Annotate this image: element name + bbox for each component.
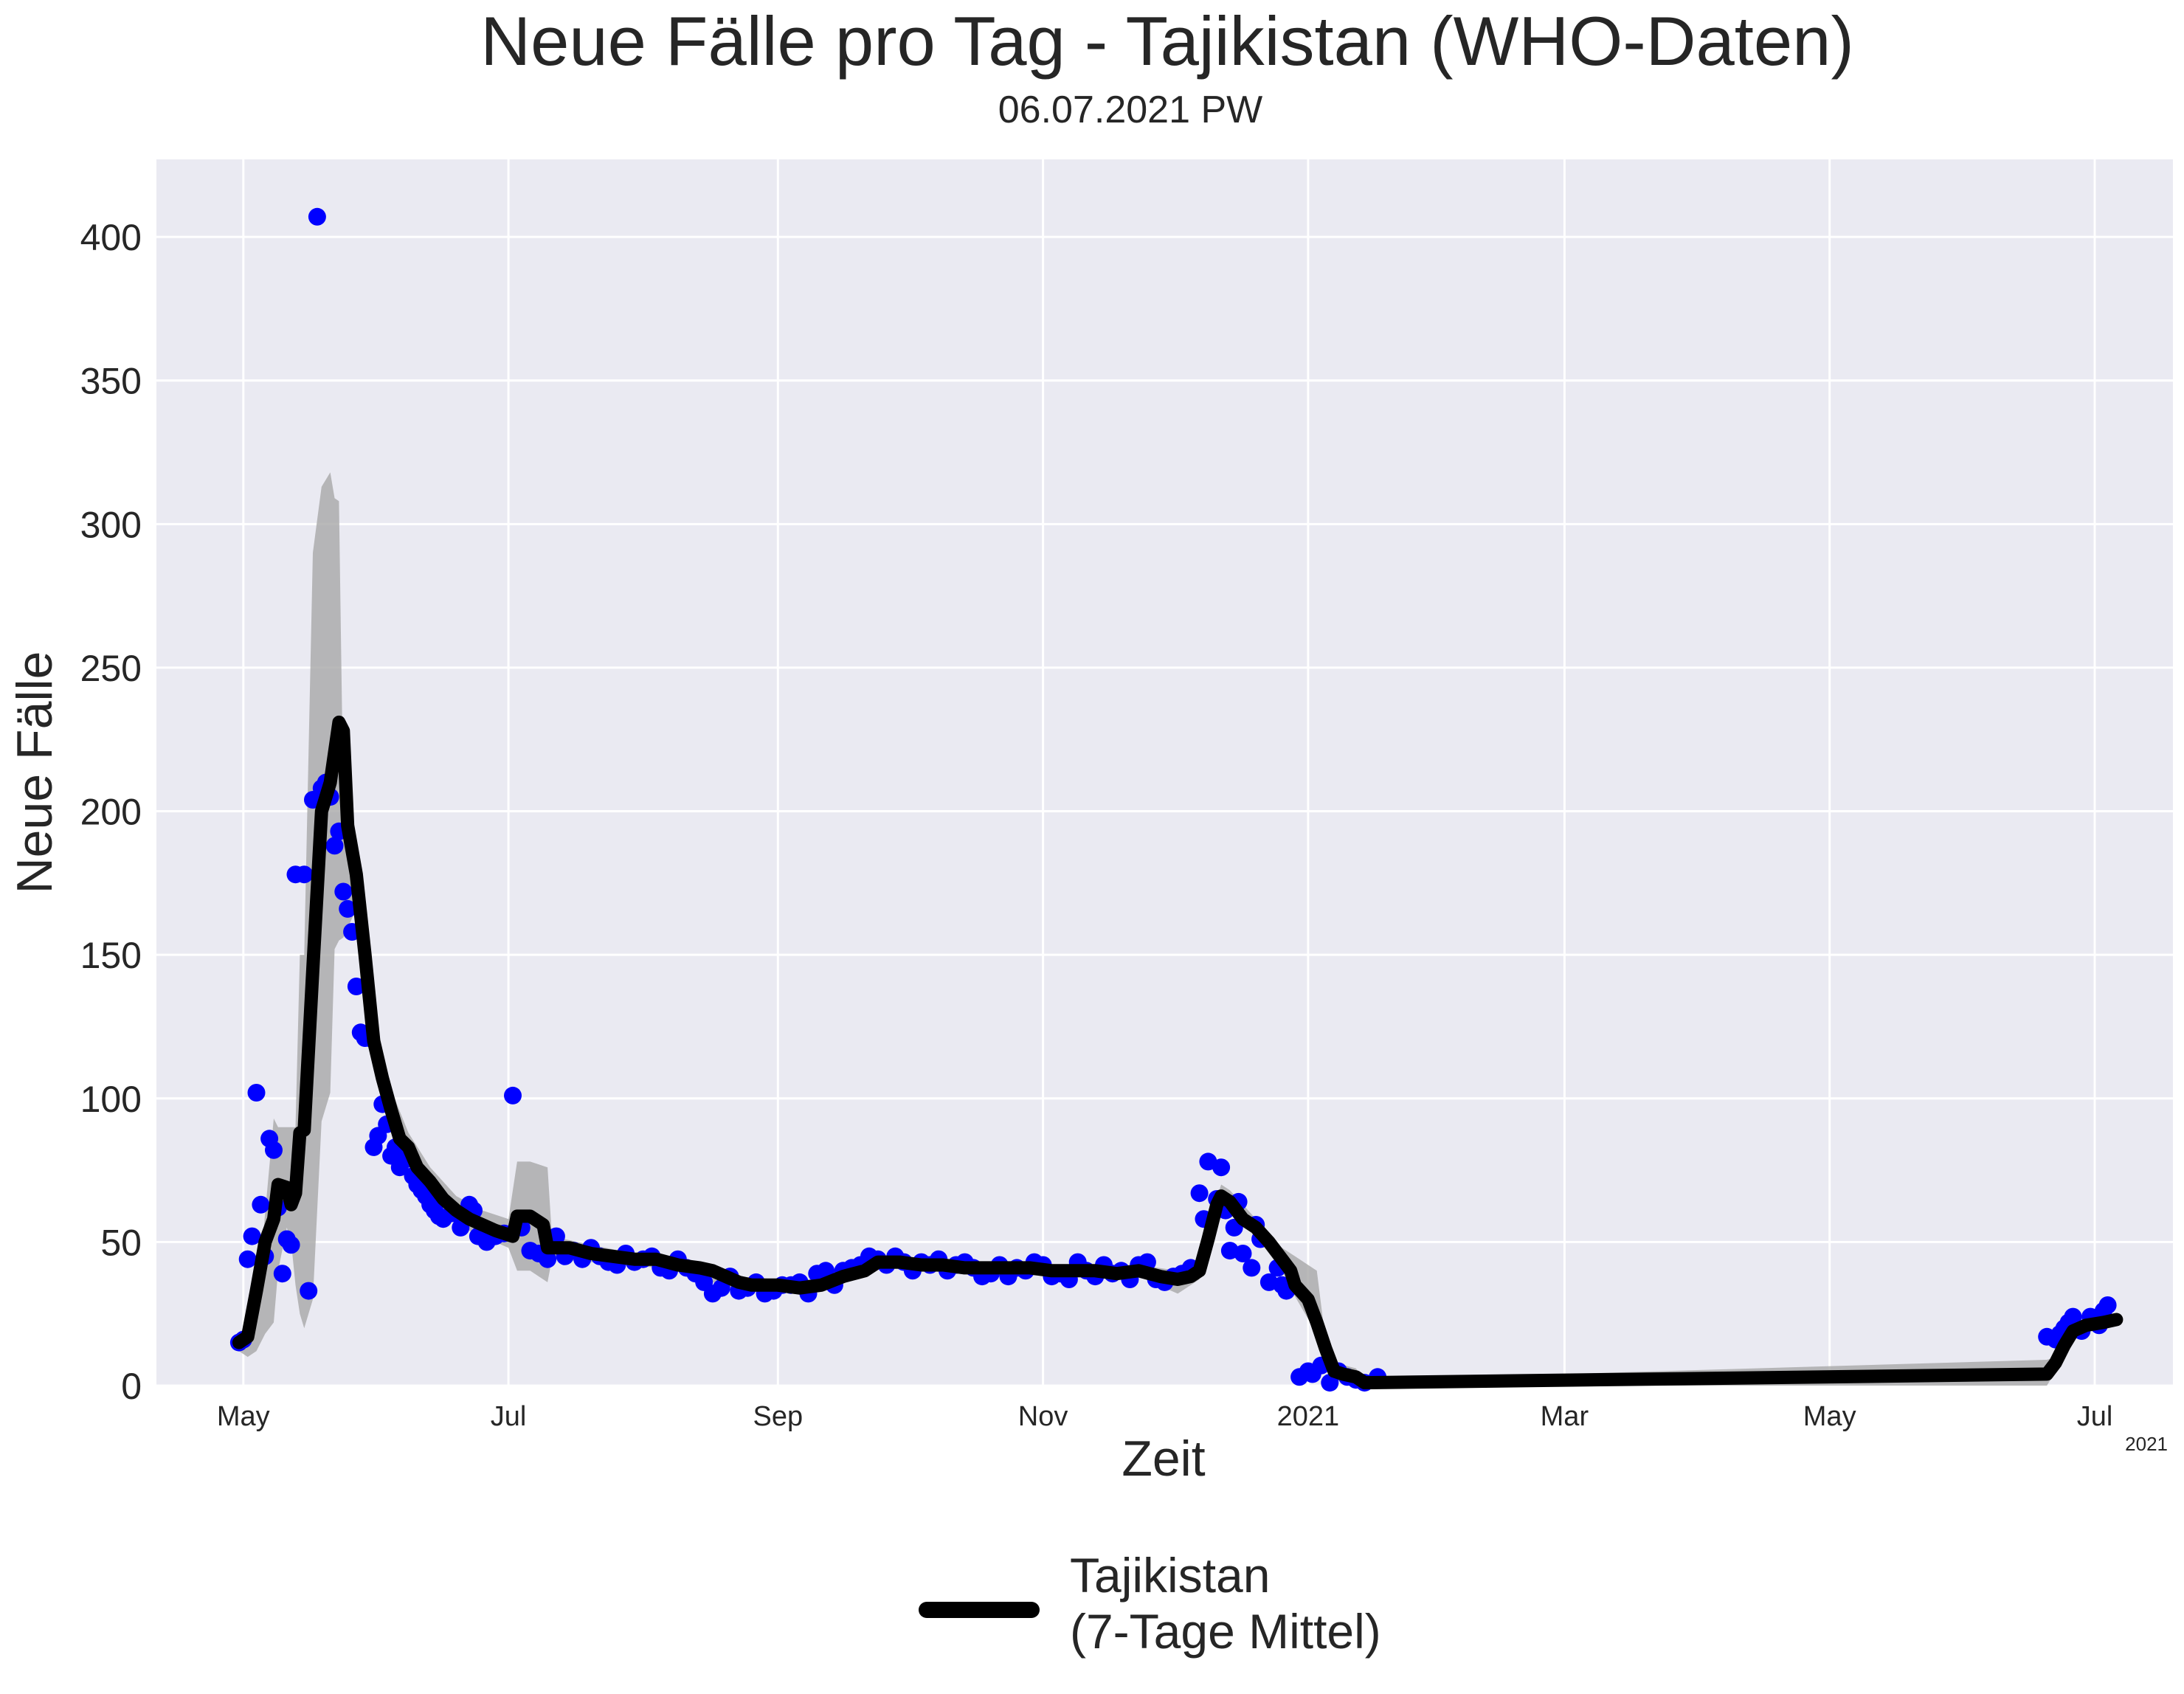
data-point: [1190, 1184, 1209, 1203]
legend-label-line: (7-Tage Mittel): [1070, 1604, 1381, 1659]
data-point: [252, 1195, 270, 1214]
x-tick-label: Nov: [1018, 1401, 1068, 1432]
data-point: [238, 1250, 257, 1268]
y-tick-label: 200: [80, 792, 142, 833]
chart-title: Neue Fälle pro Tag - Tajikistan (WHO-Dat…: [480, 2, 1854, 80]
data-point: [504, 1086, 522, 1104]
data-point: [339, 899, 357, 918]
data-point: [265, 1141, 283, 1159]
chart-subtitle: 06.07.2021 PW: [998, 89, 1262, 131]
data-point: [539, 1250, 557, 1268]
x-axis-ticks: May Jul Sep Nov 2021 Mar May Jul: [217, 1401, 2112, 1432]
y-axis-ticks: 0 50 100 150 200 250 300 350 400: [80, 217, 142, 1407]
x-axis-label: Zeit: [1122, 1431, 1205, 1487]
x-tick-label: May: [1803, 1401, 1856, 1432]
y-tick-label: 150: [80, 935, 142, 976]
data-point: [308, 207, 326, 226]
x-tick-label: 2021: [1277, 1401, 1340, 1432]
plot-area: [156, 159, 2173, 1386]
data-point: [300, 1282, 318, 1300]
average-line: [232, 715, 2123, 1390]
data-point: [2098, 1296, 2117, 1314]
grid-lines: [156, 159, 2173, 1387]
x-tick-label: May: [217, 1401, 270, 1432]
data-point: [247, 1084, 266, 1102]
data-point: [334, 882, 353, 901]
data-point: [295, 865, 314, 884]
data-point: [273, 1265, 291, 1283]
y-tick-label: 400: [80, 217, 142, 258]
x-tick-label: Jul: [491, 1401, 527, 1432]
data-point: [325, 837, 344, 855]
x-tick-label: Mar: [1541, 1401, 1589, 1432]
y-tick-label: 0: [121, 1366, 142, 1407]
x-tick-label: Sep: [753, 1401, 803, 1432]
y-tick-label: 50: [100, 1222, 142, 1263]
x-tick-label: Jul: [2077, 1401, 2113, 1432]
data-point: [1212, 1158, 1231, 1177]
y-tick-label: 250: [80, 648, 142, 689]
y-axis-label: Neue Fälle: [7, 651, 63, 894]
legend-label: Tajikistan (7-Tage Mittel): [1070, 1548, 1381, 1659]
x-offset-label: 2021: [2125, 1433, 2168, 1455]
y-tick-label: 300: [80, 504, 142, 545]
data-point: [2064, 1307, 2082, 1326]
data-point: [1243, 1259, 1261, 1277]
y-tick-label: 350: [80, 361, 142, 402]
moving-average-line: [232, 715, 2123, 1390]
y-tick-label: 100: [80, 1079, 142, 1120]
legend-label-line: Tajikistan: [1070, 1548, 1270, 1603]
legend: Tajikistan (7-Tage Mittel): [919, 1548, 1381, 1659]
data-point: [1234, 1245, 1252, 1262]
data-point: [243, 1227, 261, 1245]
data-point: [347, 978, 365, 995]
data-point: [282, 1236, 300, 1254]
